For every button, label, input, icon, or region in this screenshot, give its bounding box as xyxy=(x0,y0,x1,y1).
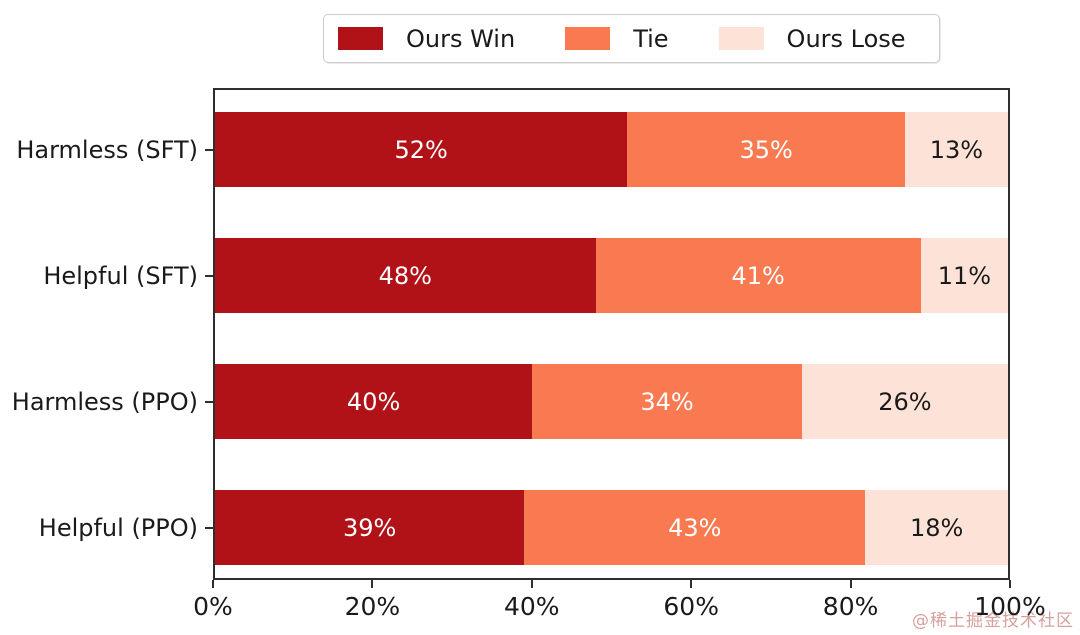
x-axis-tick-label: 20% xyxy=(344,592,401,621)
bar-segment-tie: 43% xyxy=(524,490,866,565)
legend-swatch-ours-lose xyxy=(718,27,764,50)
legend: Ours Win Tie Ours Lose xyxy=(323,14,940,63)
y-axis-tick xyxy=(205,274,213,277)
bar-value-label: 39% xyxy=(342,513,397,542)
bar-value-label: 34% xyxy=(640,387,694,416)
legend-item-ours-lose: Ours Lose xyxy=(718,24,906,53)
x-axis-tick-label: 40% xyxy=(504,592,560,621)
y-axis-tick-label: Helpful (PPO) xyxy=(38,513,198,542)
y-axis-tick-label: Helpful (SFT) xyxy=(43,261,198,290)
x-axis-tick xyxy=(212,580,214,588)
legend-label: Ours Win xyxy=(406,24,516,53)
bar-row-harmless-ppo: 40% 34% 26% xyxy=(215,364,1008,439)
bar-row-harmless-sft: 52% 35% 13% xyxy=(215,112,1008,187)
bar-segment-ours-win: 48% xyxy=(215,238,596,313)
bar-value-label: 41% xyxy=(731,261,785,290)
bar-segment-ours-lose: 18% xyxy=(865,490,1008,565)
legend-label: Ours Lose xyxy=(786,24,906,53)
bar-row-helpful-sft: 48% 41% 11% xyxy=(215,238,1008,313)
bar-segment-ours-win: 52% xyxy=(215,112,628,187)
bar-segment-ours-win: 39% xyxy=(215,490,525,565)
bar-segment-ours-lose: 11% xyxy=(920,238,1008,313)
legend-item-tie: Tie xyxy=(565,24,669,53)
x-axis-tick-label: 60% xyxy=(663,592,719,621)
x-axis-tick xyxy=(1009,580,1011,588)
plot-area: 52% 35% 13% 48% 41% 11% 40% 34% 26% 39% 43% 18% xyxy=(213,88,1010,580)
bar-value-label: 18% xyxy=(909,513,964,542)
y-axis-tick xyxy=(205,526,213,529)
bar-value-label: 48% xyxy=(378,261,432,290)
x-axis-tick xyxy=(530,580,533,588)
watermark: @稀土掘金技术社区 xyxy=(912,611,1074,631)
bar-segment-tie: 35% xyxy=(627,112,905,187)
bar-value-label: 13% xyxy=(929,135,984,164)
x-axis-tick-label: 80% xyxy=(822,592,879,621)
x-axis-tick xyxy=(690,580,693,588)
x-axis-tick-label: 100% xyxy=(974,592,1046,621)
y-axis-tick xyxy=(205,148,213,151)
bar-segment-tie: 41% xyxy=(595,238,921,313)
y-axis-tick-label: Harmless (SFT) xyxy=(16,135,198,164)
x-axis-tick-label: 0% xyxy=(193,592,233,621)
bar-value-label: 40% xyxy=(346,387,401,416)
bar-segment-ours-lose: 13% xyxy=(904,112,1008,187)
bar-segment-ours-win: 40% xyxy=(215,364,533,439)
y-axis-tick xyxy=(205,400,213,403)
legend-swatch-tie xyxy=(565,27,611,50)
bar-value-label: 26% xyxy=(878,387,932,416)
bar-row-helpful-ppo: 39% 43% 18% xyxy=(215,490,1008,565)
bar-value-label: 11% xyxy=(937,261,992,290)
y-axis-tick-label: Harmless (PPO) xyxy=(11,387,198,416)
bar-value-label: 43% xyxy=(668,513,722,542)
x-axis-tick xyxy=(849,580,852,588)
x-axis-tick xyxy=(371,580,374,588)
legend-label: Tie xyxy=(633,24,669,53)
bar-segment-tie: 34% xyxy=(532,364,802,439)
legend-swatch-ours-win xyxy=(338,27,383,50)
legend-item-ours-win: Ours Win xyxy=(338,25,515,53)
bar-segment-ours-lose: 26% xyxy=(801,364,1008,439)
bar-value-label: 52% xyxy=(394,135,448,164)
bar-value-label: 35% xyxy=(739,135,793,164)
